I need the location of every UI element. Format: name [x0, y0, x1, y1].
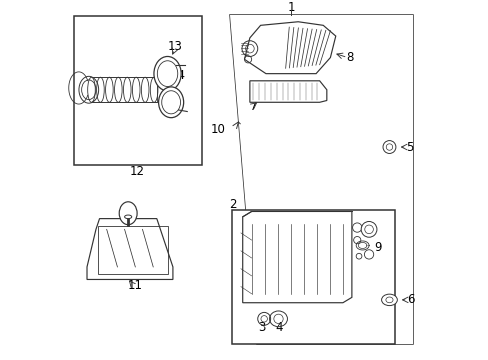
- Ellipse shape: [79, 76, 99, 103]
- Bar: [74, 17, 201, 165]
- Polygon shape: [230, 15, 412, 344]
- Polygon shape: [242, 211, 351, 303]
- Circle shape: [364, 250, 373, 259]
- Polygon shape: [249, 81, 326, 102]
- Text: 12: 12: [129, 165, 144, 178]
- Text: 8: 8: [346, 51, 353, 64]
- Text: 5: 5: [406, 140, 413, 153]
- Polygon shape: [87, 219, 173, 279]
- Text: 3: 3: [258, 320, 265, 334]
- Ellipse shape: [154, 57, 181, 91]
- Ellipse shape: [381, 294, 397, 306]
- Bar: [231, 210, 394, 344]
- Text: 13: 13: [167, 40, 182, 53]
- Ellipse shape: [119, 202, 137, 225]
- Ellipse shape: [124, 215, 131, 219]
- Polygon shape: [230, 15, 412, 344]
- FancyBboxPatch shape: [157, 77, 163, 102]
- Text: 1: 1: [286, 1, 294, 14]
- Polygon shape: [244, 22, 335, 74]
- Text: 14: 14: [170, 69, 185, 82]
- Text: 10: 10: [211, 123, 225, 136]
- Text: 4: 4: [275, 320, 282, 334]
- Circle shape: [361, 221, 376, 237]
- Text: 7: 7: [249, 100, 257, 113]
- Text: 2: 2: [229, 198, 236, 211]
- Text: 6: 6: [407, 293, 414, 306]
- Bar: [98, 226, 167, 274]
- Text: 9: 9: [373, 241, 381, 254]
- Circle shape: [382, 141, 395, 153]
- Text: 11: 11: [127, 279, 142, 292]
- Ellipse shape: [158, 87, 183, 118]
